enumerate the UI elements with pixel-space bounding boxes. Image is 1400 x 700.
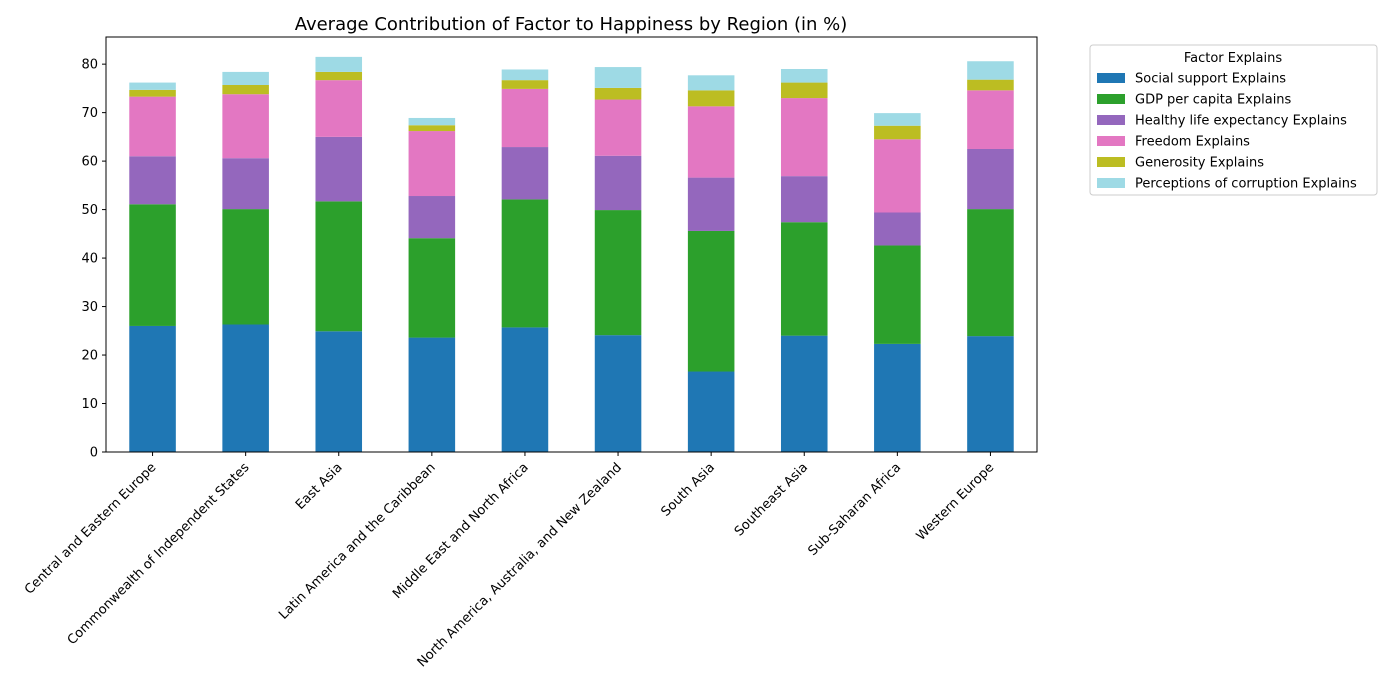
legend-title: Factor Explains <box>1184 51 1283 66</box>
bar-segment <box>408 337 456 452</box>
legend-swatch <box>1097 136 1125 146</box>
bar-segment <box>408 131 456 197</box>
y-tick-label: 80 <box>81 58 98 73</box>
legend-label: Perceptions of corruption Explains <box>1135 177 1357 192</box>
legend-frame <box>1089 44 1378 196</box>
bar-segment <box>129 204 176 326</box>
bar-segment <box>780 335 828 452</box>
x-tick-label: Western Europe <box>914 460 998 544</box>
bar-segment <box>501 327 549 452</box>
bar-segment <box>874 139 921 213</box>
bar-segment <box>315 136 363 202</box>
y-tick-label: 20 <box>81 349 98 364</box>
bar-segment <box>408 117 456 126</box>
bar-segment <box>687 106 735 178</box>
x-tick-label: South Asia <box>658 460 718 520</box>
legend-swatch <box>1097 157 1125 167</box>
bar-segment <box>594 87 642 100</box>
x-tick-label: Southeast Asia <box>732 460 811 539</box>
bar-segment <box>967 61 1014 80</box>
bar-segment <box>874 212 921 246</box>
bar-segment <box>129 82 176 90</box>
bar-segment <box>967 90 1014 149</box>
x-tick-label: Sub-Saharan Africa <box>805 460 904 559</box>
bar-segment <box>967 148 1014 210</box>
bar-segment <box>874 113 921 126</box>
bar-segment <box>967 79 1014 91</box>
bar-segment <box>315 56 363 72</box>
bar-segment <box>315 331 363 452</box>
legend-label: Social support Explains <box>1135 72 1286 87</box>
bar-segment <box>129 96 176 157</box>
legend-swatch <box>1097 178 1125 188</box>
bar-segment <box>594 155 642 211</box>
bar-segment <box>594 210 642 336</box>
legend-label: Healthy life expectancy Explains <box>1135 114 1347 129</box>
bar-segment <box>501 80 549 89</box>
bar-segment <box>501 199 549 328</box>
legend-swatch <box>1097 94 1125 104</box>
bar-segment <box>967 336 1014 452</box>
bar-segment <box>408 125 456 132</box>
bar-segment <box>967 209 1014 337</box>
bar-segment <box>129 89 176 97</box>
bar-segment <box>222 85 269 95</box>
y-tick-label: 40 <box>81 252 98 267</box>
bar-segment <box>687 371 735 452</box>
bar-segment <box>780 222 828 336</box>
y-tick-label: 70 <box>81 106 98 121</box>
bar-segment <box>222 209 269 325</box>
y-tick-label: 30 <box>81 300 98 315</box>
bar-segment <box>315 201 363 332</box>
legend-label: Generosity Explains <box>1135 156 1264 171</box>
bar-segment <box>874 125 921 140</box>
bar-segment <box>687 75 735 91</box>
bar-segment <box>874 245 921 344</box>
axes-frame <box>105 36 1038 453</box>
x-tick-label: North America, Australia, and New Zealan… <box>415 460 625 670</box>
bar-segment <box>129 325 176 452</box>
legend-swatch <box>1097 115 1125 125</box>
bar-segment <box>687 230 735 372</box>
bar-segment <box>874 343 921 452</box>
x-tick-label: Latin America and the Caribbean <box>276 460 439 623</box>
chart-title: Average Contribution of Factor to Happin… <box>295 14 848 35</box>
legend-label: GDP per capita Explains <box>1135 93 1292 108</box>
bar-segment <box>222 94 269 159</box>
bar-segment <box>501 69 549 81</box>
y-tick-label: 60 <box>81 155 98 170</box>
bar-segment <box>687 177 735 231</box>
bar-segment <box>780 69 828 83</box>
bar-segment <box>222 71 269 85</box>
legend-label: Freedom Explains <box>1135 135 1250 150</box>
bar-segment <box>315 80 363 137</box>
x-tick-label: Commonwealth of Independent States <box>65 460 253 648</box>
bar-segment <box>780 82 828 99</box>
legend: Factor Explains Social support Explains G… <box>1089 44 1378 196</box>
bar-segment <box>501 147 549 200</box>
y-tick-label: 10 <box>81 397 98 412</box>
bar-segment <box>780 98 828 177</box>
bar-segment <box>780 176 828 223</box>
bar-segment <box>501 88 549 148</box>
bar-segment <box>594 99 642 156</box>
y-tick-label: 0 <box>90 446 98 461</box>
bar-segment <box>594 335 642 452</box>
legend-swatch <box>1097 73 1125 83</box>
bar-segment <box>408 238 456 338</box>
bar-segment <box>222 324 269 452</box>
bar-segment <box>222 158 269 210</box>
bar-segment <box>315 71 363 81</box>
bar-segment <box>687 90 735 107</box>
y-tick-label: 50 <box>81 203 98 218</box>
bar-segment <box>594 67 642 88</box>
bar-segment <box>129 156 176 205</box>
bar-segment <box>408 196 456 239</box>
x-tick-label: East Asia <box>293 460 346 513</box>
